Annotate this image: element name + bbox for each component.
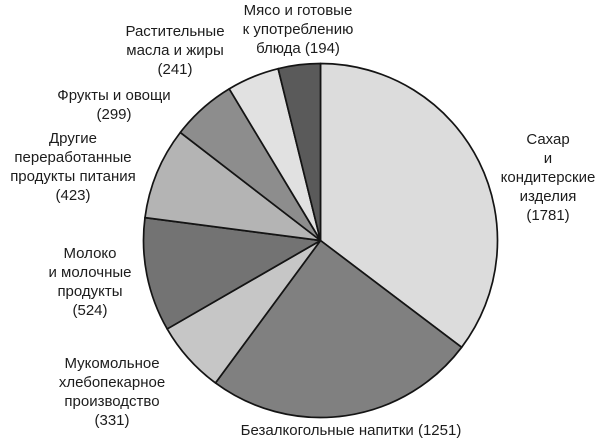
slice-label-sugar-confectionery: Сахар и кондитерские изделия (1781) [500,131,596,224]
slice-label-meat-ready-meals: Мясо и готовые к употреблению блюда (194… [242,2,354,57]
slice-label-milk-dairy: Молоко и молочные продукты (524) [48,245,132,319]
pie-slice-2 [214,239,463,419]
pie-slice-5 [144,131,322,242]
pie-slice-8 [277,62,322,242]
pie-slice-1 [319,62,499,349]
slice-label-soft-drinks: Безалкогольные напитки (1251) [240,422,462,439]
slice-label-other-processed: Другие переработанные продукты питания (… [10,130,136,204]
slice-label-vegetable-oils: Растительные масла и жиры (241) [125,23,225,78]
slice-label-fruits-vegetables: Фрукты и овощи (299) [57,87,171,123]
slice-label-flour-bakery: Мукомольное хлебопекарное производство (… [58,355,166,429]
pie-slice-4 [142,216,322,330]
